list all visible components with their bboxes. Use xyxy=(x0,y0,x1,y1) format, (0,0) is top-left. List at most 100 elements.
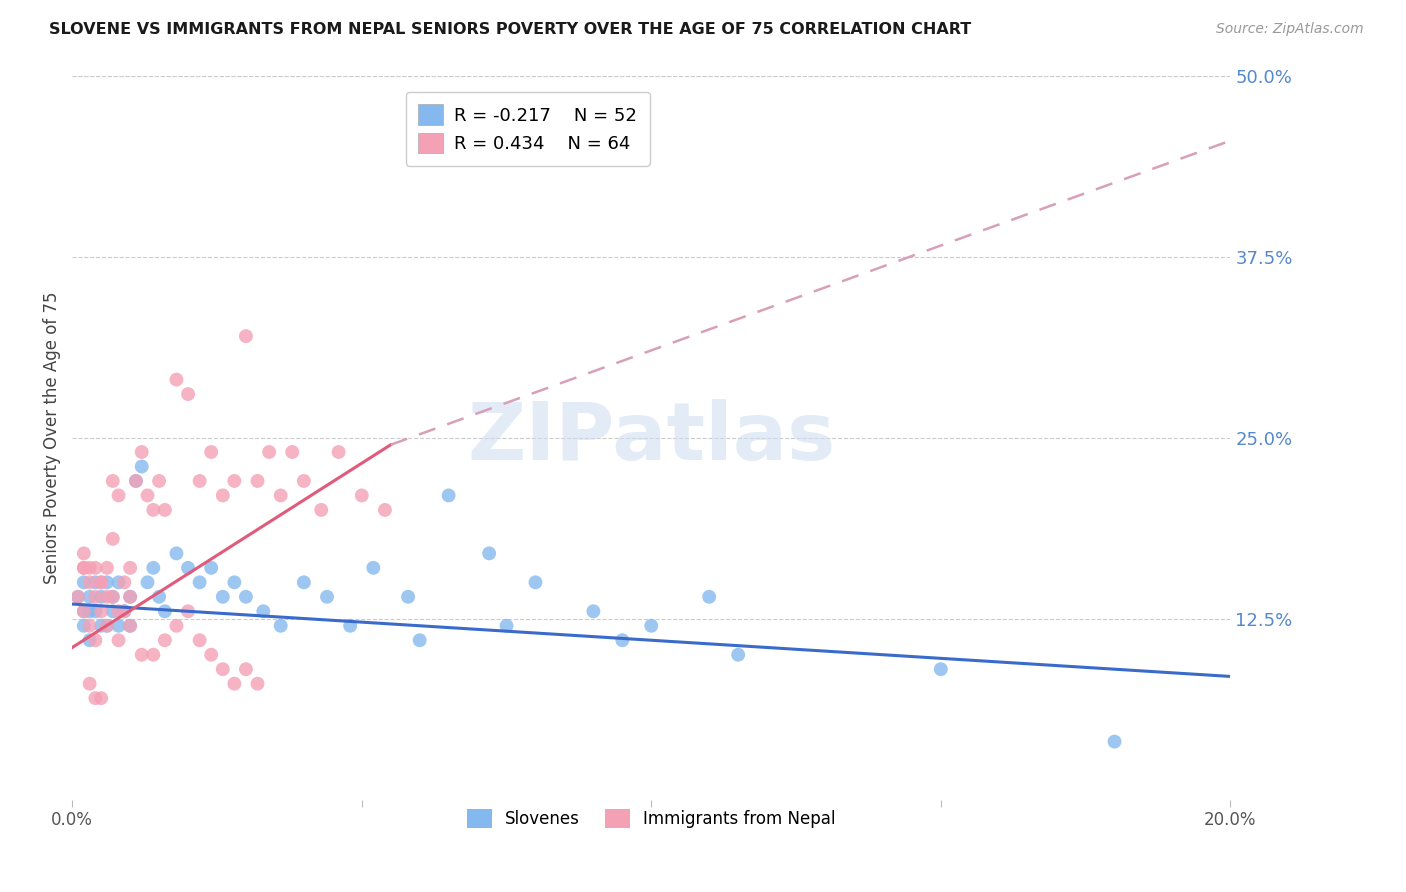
Point xyxy=(727,648,749,662)
Point xyxy=(84,590,107,604)
Point xyxy=(257,445,280,459)
Point xyxy=(246,474,269,488)
Point xyxy=(252,604,274,618)
Point xyxy=(120,561,142,575)
Point xyxy=(350,488,373,502)
Point xyxy=(120,590,142,604)
Point xyxy=(79,590,101,604)
Point xyxy=(73,575,96,590)
Point xyxy=(292,575,315,590)
Point xyxy=(79,604,101,618)
Point xyxy=(120,619,142,633)
Point xyxy=(131,459,153,474)
Point xyxy=(697,590,720,604)
Point xyxy=(235,662,257,676)
Point xyxy=(200,648,222,662)
Point xyxy=(188,575,211,590)
Point xyxy=(211,590,233,604)
Point xyxy=(79,575,101,590)
Point xyxy=(79,619,101,633)
Point xyxy=(66,590,89,604)
Point xyxy=(281,445,304,459)
Point xyxy=(90,590,112,604)
Point xyxy=(246,676,269,690)
Point xyxy=(96,575,118,590)
Point xyxy=(112,575,135,590)
Point xyxy=(929,662,952,676)
Point xyxy=(177,561,200,575)
Point xyxy=(112,604,135,618)
Point xyxy=(1104,734,1126,748)
Point xyxy=(73,561,96,575)
Point xyxy=(148,474,170,488)
Point xyxy=(339,619,361,633)
Point xyxy=(73,546,96,560)
Y-axis label: Seniors Poverty Over the Age of 75: Seniors Poverty Over the Age of 75 xyxy=(44,292,60,583)
Point xyxy=(66,590,89,604)
Point xyxy=(107,619,129,633)
Point xyxy=(73,604,96,618)
Point xyxy=(101,604,124,618)
Point xyxy=(90,691,112,706)
Point xyxy=(200,561,222,575)
Point xyxy=(73,561,96,575)
Point xyxy=(79,633,101,648)
Point xyxy=(396,590,419,604)
Point xyxy=(153,604,176,618)
Point xyxy=(136,575,159,590)
Point xyxy=(84,604,107,618)
Point xyxy=(612,633,634,648)
Point xyxy=(73,619,96,633)
Point xyxy=(84,575,107,590)
Point xyxy=(363,561,385,575)
Point xyxy=(112,604,135,618)
Point xyxy=(177,604,200,618)
Point xyxy=(166,373,188,387)
Text: ZIPatlas: ZIPatlas xyxy=(467,399,835,476)
Point xyxy=(582,604,605,618)
Point xyxy=(142,503,165,517)
Point xyxy=(374,503,396,517)
Point xyxy=(136,488,159,502)
Point xyxy=(235,329,257,343)
Point xyxy=(96,561,118,575)
Point xyxy=(101,474,124,488)
Point xyxy=(96,590,118,604)
Point xyxy=(107,633,129,648)
Point xyxy=(131,445,153,459)
Point xyxy=(166,619,188,633)
Point xyxy=(316,590,339,604)
Point xyxy=(328,445,350,459)
Point xyxy=(107,575,129,590)
Text: SLOVENE VS IMMIGRANTS FROM NEPAL SENIORS POVERTY OVER THE AGE OF 75 CORRELATION : SLOVENE VS IMMIGRANTS FROM NEPAL SENIORS… xyxy=(49,22,972,37)
Point xyxy=(200,445,222,459)
Point xyxy=(131,648,153,662)
Point xyxy=(524,575,547,590)
Point xyxy=(408,633,430,648)
Point xyxy=(153,503,176,517)
Point xyxy=(107,604,129,618)
Point xyxy=(96,619,118,633)
Point xyxy=(270,488,292,502)
Point xyxy=(211,662,233,676)
Point xyxy=(177,387,200,401)
Point xyxy=(84,691,107,706)
Point xyxy=(188,633,211,648)
Point xyxy=(90,575,112,590)
Point xyxy=(309,503,332,517)
Point xyxy=(235,590,257,604)
Point xyxy=(84,633,107,648)
Point xyxy=(84,561,107,575)
Point xyxy=(270,619,292,633)
Point xyxy=(90,575,112,590)
Point xyxy=(101,590,124,604)
Point xyxy=(73,604,96,618)
Text: Source: ZipAtlas.com: Source: ZipAtlas.com xyxy=(1216,22,1364,37)
Legend: Slovenes, Immigrants from Nepal: Slovenes, Immigrants from Nepal xyxy=(460,802,842,835)
Point xyxy=(79,676,101,690)
Point xyxy=(495,619,517,633)
Point xyxy=(125,474,148,488)
Point xyxy=(211,488,233,502)
Point xyxy=(120,619,142,633)
Point xyxy=(90,619,112,633)
